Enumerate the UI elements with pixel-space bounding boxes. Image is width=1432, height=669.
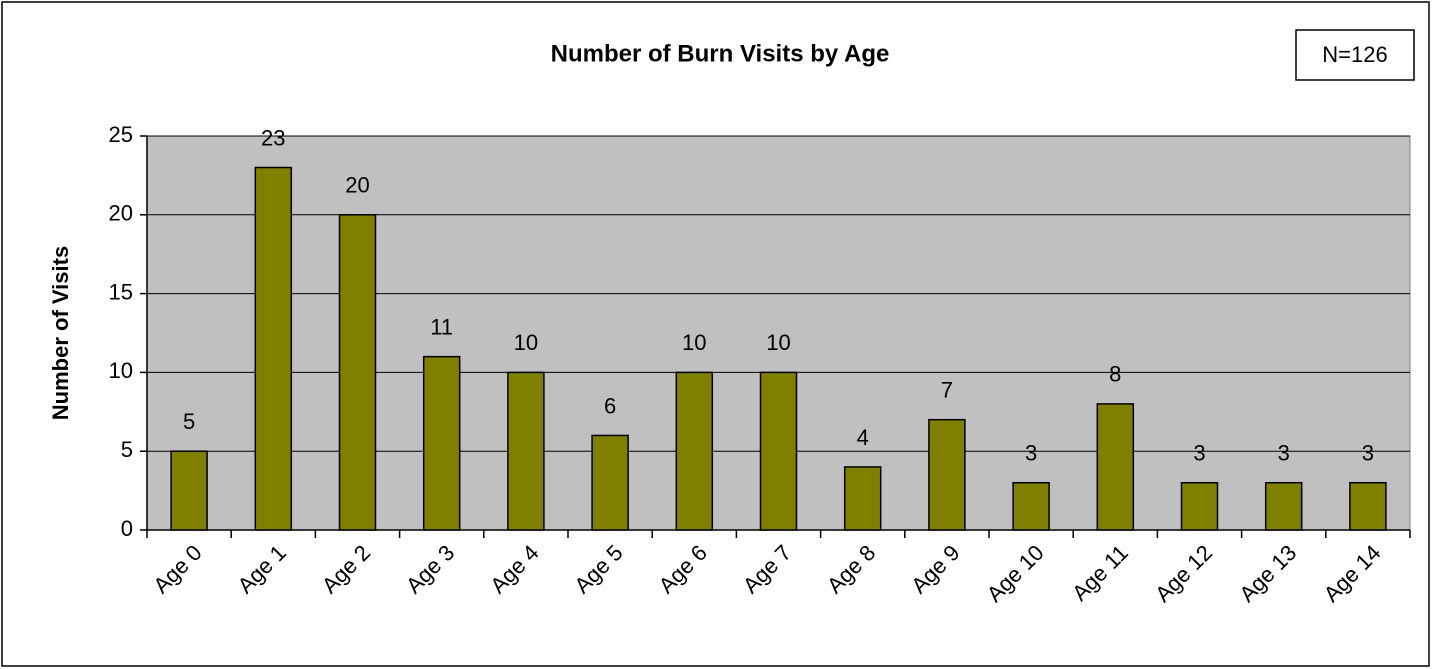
data-label: 3 <box>1278 441 1290 466</box>
annotation-box <box>1295 29 1415 81</box>
bar <box>1349 481 1387 531</box>
data-label: 3 <box>1193 441 1205 466</box>
bar <box>338 214 377 531</box>
bar <box>507 371 545 531</box>
bar <box>1096 403 1135 531</box>
chart-title: Number of Burn Visits by Age <box>551 40 890 67</box>
bar <box>170 450 208 531</box>
y-tick-label: 25 <box>109 122 133 147</box>
bar <box>1012 481 1050 531</box>
data-label: 7 <box>941 377 953 402</box>
data-label: 23 <box>261 125 285 150</box>
y-tick-label: 0 <box>121 516 133 541</box>
data-label: 6 <box>604 393 616 418</box>
bar <box>675 371 714 531</box>
data-label: 8 <box>1109 362 1121 387</box>
bar <box>591 434 629 531</box>
bar <box>759 371 798 531</box>
bar <box>422 355 461 531</box>
data-label: 11 <box>430 314 453 339</box>
bar <box>928 418 966 531</box>
y-axis-label: Number of Visits <box>48 246 73 420</box>
data-label: 3 <box>1362 441 1374 466</box>
data-label: 10 <box>682 330 706 355</box>
bar <box>843 466 882 531</box>
data-label: 3 <box>1025 441 1037 466</box>
data-label: 10 <box>514 330 538 355</box>
bar <box>1180 481 1219 531</box>
y-tick-label: 5 <box>121 437 133 462</box>
bar <box>254 166 293 531</box>
bar <box>1264 481 1303 531</box>
y-tick-label: 15 <box>109 279 133 304</box>
annotation: N=126 <box>1322 42 1387 67</box>
data-label: 20 <box>345 173 369 198</box>
data-label: 4 <box>857 425 869 450</box>
y-tick-label: 20 <box>109 201 133 226</box>
data-label: 5 <box>183 409 195 434</box>
y-tick-label: 10 <box>109 358 133 383</box>
data-label: 10 <box>766 330 790 355</box>
